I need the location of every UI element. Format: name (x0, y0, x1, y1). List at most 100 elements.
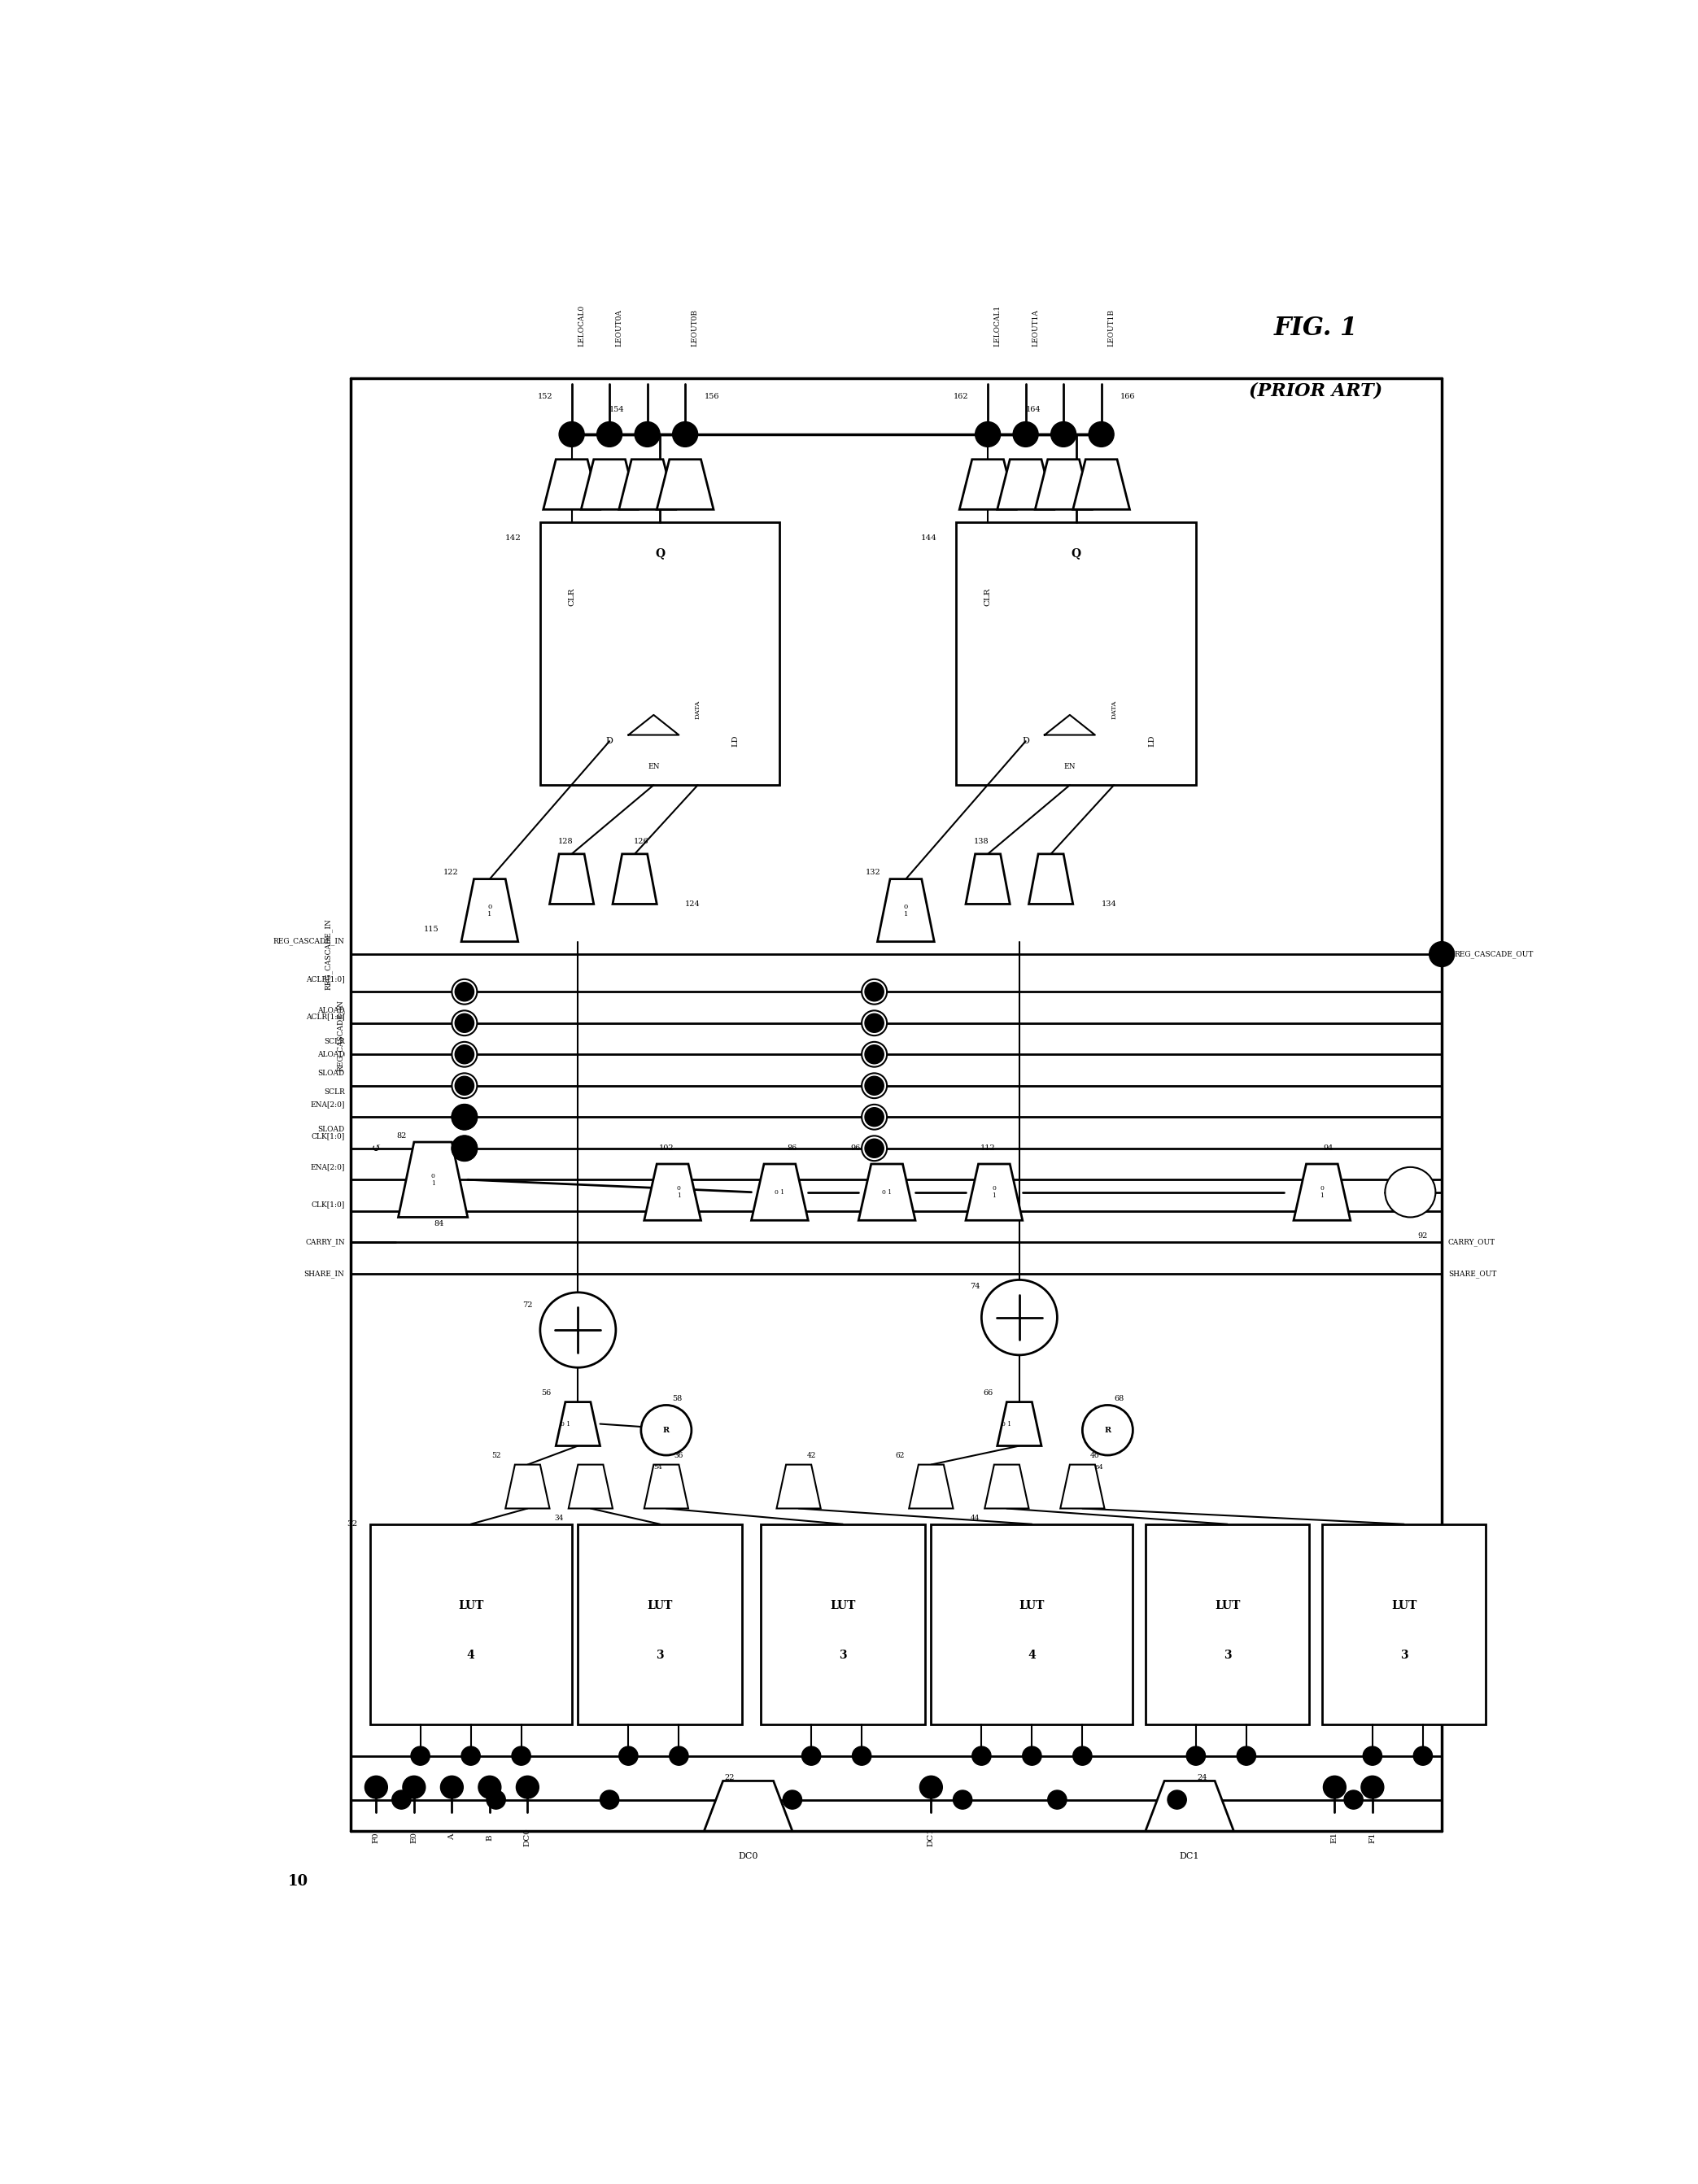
Polygon shape (1294, 1164, 1350, 1221)
Circle shape (801, 1747, 820, 1765)
Text: LD: LD (732, 736, 739, 747)
Bar (540, 522, 779, 784)
Text: 82: 82 (396, 1131, 406, 1140)
Circle shape (452, 978, 477, 1005)
Text: LUT: LUT (647, 1601, 672, 1612)
Text: 46: 46 (1090, 1452, 1100, 1459)
Text: EN: EN (1065, 762, 1077, 771)
Text: D: D (1022, 738, 1029, 745)
Text: 44: 44 (971, 1514, 980, 1522)
Circle shape (1187, 1747, 1206, 1765)
Polygon shape (859, 1164, 915, 1221)
Circle shape (864, 983, 883, 1000)
Text: 0 1: 0 1 (560, 1420, 571, 1426)
Circle shape (452, 1011, 477, 1035)
Circle shape (455, 1013, 474, 1033)
Circle shape (861, 1011, 886, 1035)
Text: 0
1: 0 1 (487, 904, 492, 917)
Circle shape (971, 1747, 992, 1765)
Circle shape (635, 422, 661, 448)
Circle shape (920, 1776, 942, 1797)
Circle shape (669, 1747, 688, 1765)
Text: 84: 84 (435, 1221, 445, 1227)
Polygon shape (620, 459, 676, 509)
Text: 56: 56 (542, 1389, 552, 1396)
Text: 96: 96 (851, 1144, 861, 1151)
Polygon shape (569, 1465, 613, 1509)
Circle shape (1014, 422, 1037, 448)
Text: 0
1: 0 1 (678, 1186, 681, 1199)
Text: 4: 4 (1027, 1649, 1036, 1662)
Text: E0: E0 (411, 1832, 418, 1843)
Text: 4: 4 (467, 1649, 475, 1662)
Circle shape (440, 1776, 464, 1797)
Text: 72: 72 (523, 1302, 533, 1308)
Circle shape (455, 1107, 474, 1127)
Text: 58: 58 (672, 1396, 683, 1402)
Circle shape (392, 1791, 411, 1808)
Text: 3: 3 (839, 1649, 847, 1662)
Polygon shape (506, 1465, 550, 1509)
Text: 3: 3 (1224, 1649, 1231, 1662)
Circle shape (540, 1293, 616, 1367)
Circle shape (455, 1044, 474, 1064)
Text: LEOUT0A: LEOUT0A (616, 310, 623, 347)
Circle shape (452, 1105, 477, 1129)
Text: ALOAD: ALOAD (318, 1051, 345, 1057)
Text: 94: 94 (1323, 1144, 1333, 1151)
Text: REG_CASCADE_OUT: REG_CASCADE_OUT (1455, 950, 1533, 959)
Text: 24: 24 (1197, 1773, 1207, 1782)
Circle shape (861, 1042, 886, 1068)
Text: ↺: ↺ (372, 1142, 380, 1153)
Polygon shape (613, 854, 657, 904)
Text: 66: 66 (983, 1389, 993, 1396)
Text: 3: 3 (1401, 1649, 1408, 1662)
Text: ACLR[1:0]: ACLR[1:0] (306, 976, 345, 983)
Text: F1: F1 (1369, 1832, 1375, 1843)
Polygon shape (555, 1402, 599, 1446)
Polygon shape (462, 878, 518, 941)
Text: 36: 36 (674, 1452, 684, 1459)
Text: SCLR: SCLR (324, 1037, 345, 1046)
Circle shape (1430, 941, 1455, 968)
Text: 22: 22 (725, 1773, 734, 1782)
Circle shape (1236, 1747, 1257, 1765)
Text: DC0: DC0 (525, 1828, 531, 1848)
Circle shape (981, 1280, 1058, 1354)
Circle shape (864, 1107, 883, 1127)
Circle shape (365, 1776, 387, 1797)
Polygon shape (878, 878, 934, 941)
Circle shape (452, 1136, 477, 1162)
Circle shape (864, 1013, 883, 1033)
Polygon shape (399, 1142, 467, 1216)
Circle shape (411, 1747, 430, 1765)
Circle shape (598, 422, 621, 448)
Text: F0: F0 (372, 1832, 380, 1843)
Circle shape (1022, 1747, 1041, 1765)
Polygon shape (1060, 1465, 1104, 1509)
Circle shape (1073, 1747, 1092, 1765)
Polygon shape (752, 1164, 808, 1221)
Polygon shape (997, 459, 1054, 509)
Polygon shape (1146, 1780, 1234, 1830)
Circle shape (452, 1072, 477, 1099)
Text: 128: 128 (557, 839, 572, 845)
Text: 132: 132 (866, 869, 881, 876)
Circle shape (953, 1791, 971, 1808)
Polygon shape (985, 1465, 1029, 1509)
Text: E1: E1 (1331, 1832, 1338, 1843)
Text: REG_CASCADE_IN: REG_CASCADE_IN (336, 1000, 345, 1072)
Polygon shape (705, 1780, 793, 1830)
Text: R: R (1104, 1426, 1110, 1435)
Text: LUT: LUT (1214, 1601, 1240, 1612)
Circle shape (1413, 1747, 1433, 1765)
Text: LD: LD (1148, 736, 1155, 747)
Bar (956, 522, 1195, 784)
Text: Q: Q (1071, 548, 1082, 559)
Text: 152: 152 (538, 393, 554, 400)
Text: LUT: LUT (1391, 1601, 1416, 1612)
Circle shape (599, 1791, 620, 1808)
Text: 0
1: 0 1 (1319, 1186, 1324, 1199)
Text: CLK[1:0]: CLK[1:0] (311, 1201, 345, 1208)
Circle shape (861, 1136, 886, 1162)
